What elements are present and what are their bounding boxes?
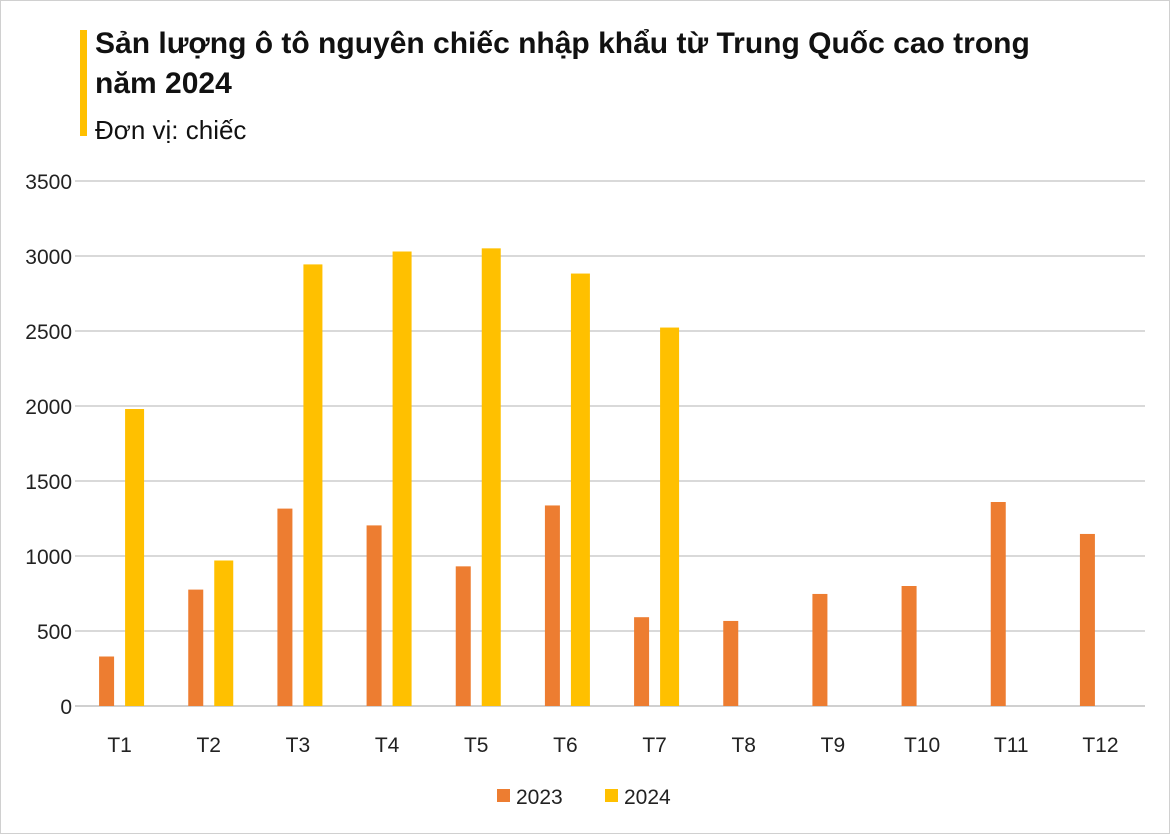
title-accent-bar xyxy=(80,30,87,136)
bar-2024-T6 xyxy=(570,273,590,706)
legend-label-2024: 2024 xyxy=(624,786,671,809)
bar-2024-T1 xyxy=(125,409,145,706)
x-tick-label: T4 xyxy=(375,734,400,757)
x-tick-label: T6 xyxy=(553,734,578,757)
bar-2024-T2 xyxy=(214,560,234,706)
x-tick-label: T9 xyxy=(821,734,846,757)
chart-title: Sản lượng ô tô nguyên chiếc nhập khẩu từ… xyxy=(95,27,1030,100)
bar-2023-T8 xyxy=(723,620,739,706)
y-tick-label: 2500 xyxy=(25,321,72,344)
legend-swatch-2024 xyxy=(605,789,618,802)
y-tick-label: 1000 xyxy=(25,546,72,569)
bar-2023-T9 xyxy=(812,593,828,706)
bar-2023-T3 xyxy=(277,508,293,706)
y-tick-label: 0 xyxy=(60,696,72,719)
bar-2023-T5 xyxy=(455,566,471,706)
x-tick-label: T1 xyxy=(107,734,132,757)
y-tick-label: 2000 xyxy=(25,396,72,419)
legend-label-2023: 2023 xyxy=(516,786,563,809)
bar-2023-T10 xyxy=(901,586,917,706)
bar-2023-T1 xyxy=(99,656,115,706)
x-tick-label: T7 xyxy=(642,734,667,757)
bar-2023-T7 xyxy=(634,617,650,706)
x-tick-label: T10 xyxy=(904,734,940,757)
bar-2023-T6 xyxy=(544,505,560,706)
bar-2023-T4 xyxy=(366,525,382,706)
bar-2023-T12 xyxy=(1079,533,1095,706)
y-tick-label: 500 xyxy=(37,621,72,644)
x-tick-label: T5 xyxy=(464,734,489,757)
bar-2023-T11 xyxy=(990,502,1006,706)
bar-2024-T5 xyxy=(481,248,501,706)
x-tick-label: T12 xyxy=(1082,734,1118,757)
bar-2024-T4 xyxy=(392,251,412,706)
x-tick-label: T2 xyxy=(196,734,221,757)
chart-subtitle: Đơn vị: chiếc xyxy=(95,115,247,145)
bar-2024-T7 xyxy=(660,327,680,706)
legend-swatch-2023 xyxy=(497,789,510,802)
x-tick-label: T3 xyxy=(286,734,311,757)
x-tick-label: T11 xyxy=(994,734,1029,757)
y-tick-label: 1500 xyxy=(25,471,72,494)
bar-2023-T2 xyxy=(188,589,204,706)
y-tick-label: 3500 xyxy=(25,171,72,194)
y-tick-label: 3000 xyxy=(25,246,72,269)
bar-2024-T3 xyxy=(303,264,323,706)
x-tick-label: T8 xyxy=(731,734,756,757)
